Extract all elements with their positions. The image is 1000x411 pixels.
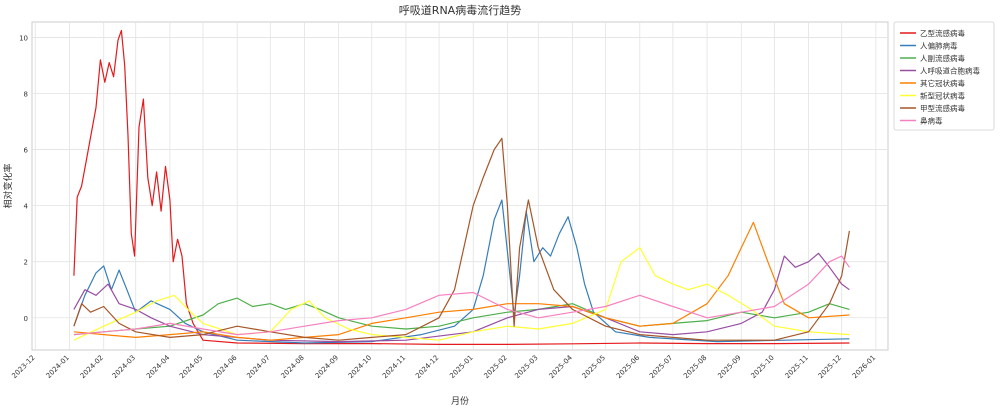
x-tick-label: 2024-07 [245,354,271,380]
x-tick-label: 2025-10 [749,354,775,380]
series-line [73,255,850,336]
series-line [73,137,850,341]
legend-label: 甲型流感病毒 [920,103,965,113]
x-ticks: 2023-12 2024-01 2024-02 2024-03 2024-04 2024-… [10,353,877,380]
legend-box [893,21,995,131]
y-ticks: 0 2 4 6 8 10 [19,34,28,322]
x-tick-label: 2026-01 [851,354,877,380]
x-tick-label: 2024-03 [111,354,137,380]
plot-area [31,21,889,351]
x-tick-label: 2025-05 [581,354,607,380]
y-tick-label: 4 [24,203,29,211]
x-axis-label: 月份 [451,395,469,407]
legend-label: 人呼吸道合胞病毒 [920,66,980,76]
y-tick-label: 0 [24,315,28,323]
x-tick-label: 2025-02 [483,354,509,380]
legend: 乙型流感病毒人偏肺病毒人副流感病毒人呼吸道合胞病毒其它冠状病毒新型冠状病毒甲型流… [893,21,995,131]
x-tick-label: 2024-02 [79,354,105,380]
x-tick-label: 2025-12 [817,354,843,380]
x-tick-label: 2025-04 [548,353,575,380]
x-tick-label: 2023-12 [10,354,36,380]
legend-label: 乙型流感病毒 [920,28,965,38]
x-tick-label: 2024-10 [347,354,373,380]
legend-label: 其它冠状病毒 [920,78,965,88]
x-tick-label: 2025-09 [716,354,742,380]
x-tick-label: 2024-12 [414,354,440,380]
x-tick-label: 2025-06 [615,353,642,380]
y-tick-label: 2 [24,259,28,267]
series-line [73,221,850,341]
x-tick-label: 2024-08 [280,354,306,380]
x-tick-label: 2024-11 [381,354,407,380]
grid [32,22,888,350]
y-tick-label: 8 [24,90,28,98]
series-line [73,199,850,344]
series-layer [73,29,850,345]
x-tick-label: 2024-01 [45,354,71,380]
legend-label: 人副流感病毒 [920,53,965,63]
x-tick-label: 2025-03 [513,354,539,380]
y-tick-label: 10 [19,34,28,42]
y-axis-label: 相对变化率 [2,163,14,208]
legend-label: 新型冠状病毒 [920,91,965,101]
x-tick-label: 2024-06 [212,353,239,380]
x-tick-label: 2025-01 [448,354,474,380]
series-line [73,252,850,343]
legend-label: 人偏肺病毒 [920,41,958,51]
x-tick-label: 2025-08 [682,354,708,380]
x-tick-label: 2024-04 [145,353,172,380]
chart-title: 呼吸道RNA病毒流行趋势 [399,3,521,17]
x-tick-label: 2024-05 [178,354,204,380]
series-line [73,247,850,341]
legend-label: 鼻病毒 [920,116,943,126]
x-tick-label: 2025-07 [648,354,674,380]
x-tick-label: 2025-11 [784,354,810,380]
x-tick-label: 2024-09 [314,354,340,380]
series-line [73,29,850,345]
y-tick-label: 6 [24,147,29,155]
series-line [73,297,850,336]
